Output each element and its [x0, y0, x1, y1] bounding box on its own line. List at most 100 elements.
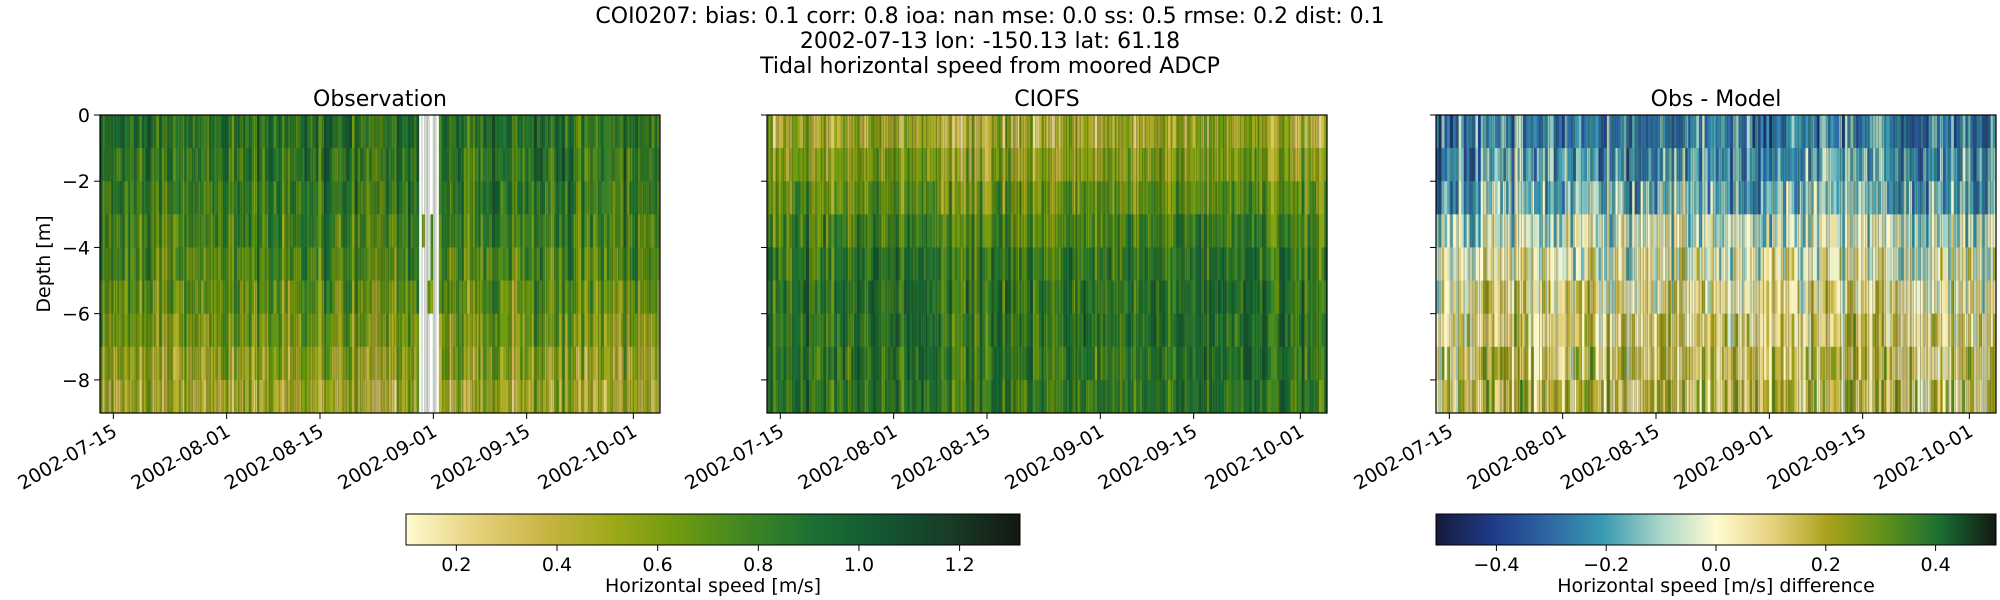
- heatmap-cell: [1584, 247, 1588, 282]
- heatmap-cell: [999, 247, 1003, 282]
- heatmap-cell: [1710, 181, 1714, 215]
- heatmap-cell: [108, 214, 112, 249]
- heatmap-cell: [1161, 280, 1166, 315]
- heatmap-cell: [528, 313, 532, 348]
- heatmap-cell: [1676, 313, 1681, 348]
- heatmap-cell: [438, 115, 443, 149]
- heatmap-cell: [256, 313, 261, 348]
- heatmap-cell: [206, 214, 210, 249]
- heatmap-cell: [360, 379, 364, 413]
- heatmap-cell: [284, 115, 289, 149]
- y-tick-label: 0: [78, 105, 90, 127]
- heatmap-cell: [1234, 115, 1238, 149]
- heatmap-cell: [1646, 214, 1650, 249]
- heatmap-cell: [455, 346, 459, 381]
- heatmap-cell: [792, 346, 796, 381]
- heatmap-cell: [848, 247, 852, 282]
- heatmap-cell: [1041, 346, 1045, 381]
- heatmap-cell: [242, 346, 247, 381]
- heatmap-cell: [604, 247, 608, 282]
- heatmap-cell: [1618, 346, 1622, 381]
- heatmap-cell: [1506, 280, 1510, 315]
- heatmap-cell: [1170, 214, 1174, 249]
- heatmap-cell: [1276, 214, 1280, 249]
- heatmap-cell: [466, 379, 471, 413]
- heatmap-cell: [1472, 313, 1476, 348]
- heatmap-cell: [637, 148, 641, 182]
- heatmap-cell: [377, 181, 381, 215]
- heatmap-cell: [142, 346, 146, 381]
- heatmap-cell: [105, 181, 109, 215]
- heatmap-cell: [1654, 181, 1658, 215]
- heatmap-cell: [1626, 181, 1630, 215]
- heatmap-cell: [587, 346, 591, 381]
- heatmap-cell: [475, 148, 479, 182]
- heatmap-cell: [1027, 148, 1031, 182]
- heatmap-cell: [937, 214, 942, 249]
- heatmap-cell: [915, 115, 919, 149]
- heatmap-cell: [1089, 313, 1093, 348]
- heatmap-cell: [287, 181, 291, 215]
- heatmap-cell: [458, 148, 462, 182]
- heatmap-cell: [867, 214, 872, 249]
- heatmap-cell: [100, 346, 104, 381]
- heatmap-cell: [848, 148, 852, 182]
- heatmap-cell: [1156, 280, 1160, 315]
- heatmap-cell: [564, 181, 569, 215]
- heatmap-cell: [881, 379, 886, 413]
- heatmap-cell: [1595, 379, 1599, 413]
- heatmap-cell: [1114, 148, 1118, 182]
- heatmap-cell: [932, 247, 936, 282]
- heatmap-cell: [971, 379, 975, 413]
- heatmap-cell: [1005, 115, 1009, 149]
- heatmap-cell: [1150, 280, 1154, 315]
- heatmap-cell: [122, 379, 126, 413]
- heatmap-cell: [806, 346, 810, 381]
- heatmap-cell: [881, 247, 886, 282]
- heatmap-cell: [1654, 115, 1658, 149]
- heatmap-cell: [915, 148, 919, 182]
- heatmap-cell: [1704, 346, 1709, 381]
- heatmap-cell: [1033, 379, 1037, 413]
- heatmap-cell: [1245, 280, 1250, 315]
- heatmap-cell: [175, 181, 179, 215]
- heatmap-cell: [1618, 181, 1622, 215]
- heatmap-cell: [1685, 247, 1689, 282]
- heatmap-cell: [926, 346, 930, 381]
- heatmap-cell: [1634, 379, 1639, 413]
- heatmap-cell: [380, 346, 384, 381]
- heatmap-cell: [1634, 346, 1639, 381]
- heatmap-cell: [1595, 148, 1599, 182]
- heatmap-cell: [853, 346, 858, 381]
- heatmap-cell: [907, 313, 911, 348]
- heatmap-cell: [1279, 313, 1283, 348]
- heatmap-cell: [156, 346, 160, 381]
- heatmap-cell: [492, 346, 496, 381]
- heatmap-cell: [1665, 214, 1669, 249]
- heatmap-cell: [1145, 346, 1149, 381]
- heatmap-cell: [259, 148, 263, 182]
- heatmap-cell: [282, 280, 286, 315]
- heatmap-cell: [282, 346, 286, 381]
- heatmap-cell: [606, 280, 611, 315]
- heatmap-cell: [1007, 247, 1012, 282]
- heatmap-cell: [105, 280, 109, 315]
- heatmap-cell: [335, 115, 339, 149]
- heatmap-cell: [1052, 379, 1056, 413]
- heatmap-cell: [817, 181, 821, 215]
- heatmap-cell: [1002, 148, 1006, 182]
- heatmap-cell: [977, 346, 981, 381]
- heatmap-cell: [912, 247, 916, 282]
- heatmap-cell: [410, 181, 415, 215]
- heatmap-cell: [1450, 214, 1454, 249]
- heatmap-cell: [615, 247, 619, 282]
- heatmap-cell: [1567, 379, 1571, 413]
- heatmap-cell: [245, 115, 249, 149]
- heatmap-cell: [514, 115, 518, 149]
- heatmap-cell: [1472, 346, 1476, 381]
- heatmap-cell: [114, 181, 118, 215]
- heatmap-cell: [1665, 379, 1669, 413]
- heatmap-cell: [366, 280, 370, 315]
- heatmap-cell: [144, 313, 149, 348]
- heatmap-cell: [640, 115, 644, 149]
